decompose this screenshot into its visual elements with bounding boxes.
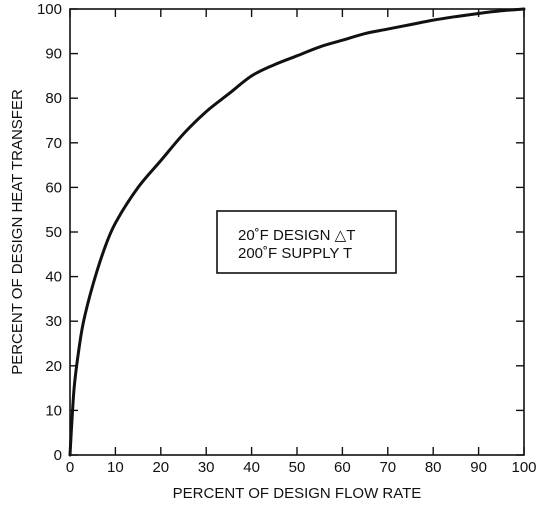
y-tick-label: 100 [37,1,62,18]
x-tick-label: 30 [198,459,215,476]
y-tick-label: 50 [45,224,62,241]
y-tick-label: 40 [45,269,62,286]
x-tick-label: 40 [243,459,260,476]
y-tick-label: 0 [54,447,62,464]
series-layer [68,7,526,457]
x-tick-label: 60 [334,459,351,476]
annotation-frame [216,210,397,274]
x-axis-title: PERCENT OF DESIGN FLOW RATE [173,485,422,502]
plot-frame [69,8,525,456]
labels-layer: 0 10 20 30 40 50 60 70 80 90 100 0 10 20 30 40 50 60 70 80 9… [37,1,537,476]
annotation-line-2: 200˚F SUPPLY T [238,245,352,262]
y-tick-label: 70 [45,135,62,152]
y-axis-title: PERCENT OF DESIGN HEAT TRANSFER [9,89,26,375]
x-tick-label: 100 [511,459,536,476]
x-tick-label: 20 [152,459,169,476]
x-tick-label: 10 [107,459,124,476]
annotation-box: 20˚F DESIGN △T 200˚F SUPPLY T [216,210,397,274]
y-tick-label: 30 [45,313,62,330]
x-tick-label: 0 [66,459,74,476]
x-tick-label: 50 [289,459,306,476]
annotation-line-1: 20˚F DESIGN △T [238,227,355,244]
x-tick-label: 70 [379,459,396,476]
y-tick-label: 90 [45,46,62,63]
x-tick-label: 80 [425,459,442,476]
y-tick-label: 10 [45,402,62,419]
series-line [68,7,526,457]
x-tick-label: 90 [470,459,487,476]
y-tick-label: 80 [45,90,62,107]
y-tick-label: 60 [45,179,62,196]
y-tick-label: 20 [45,358,62,375]
